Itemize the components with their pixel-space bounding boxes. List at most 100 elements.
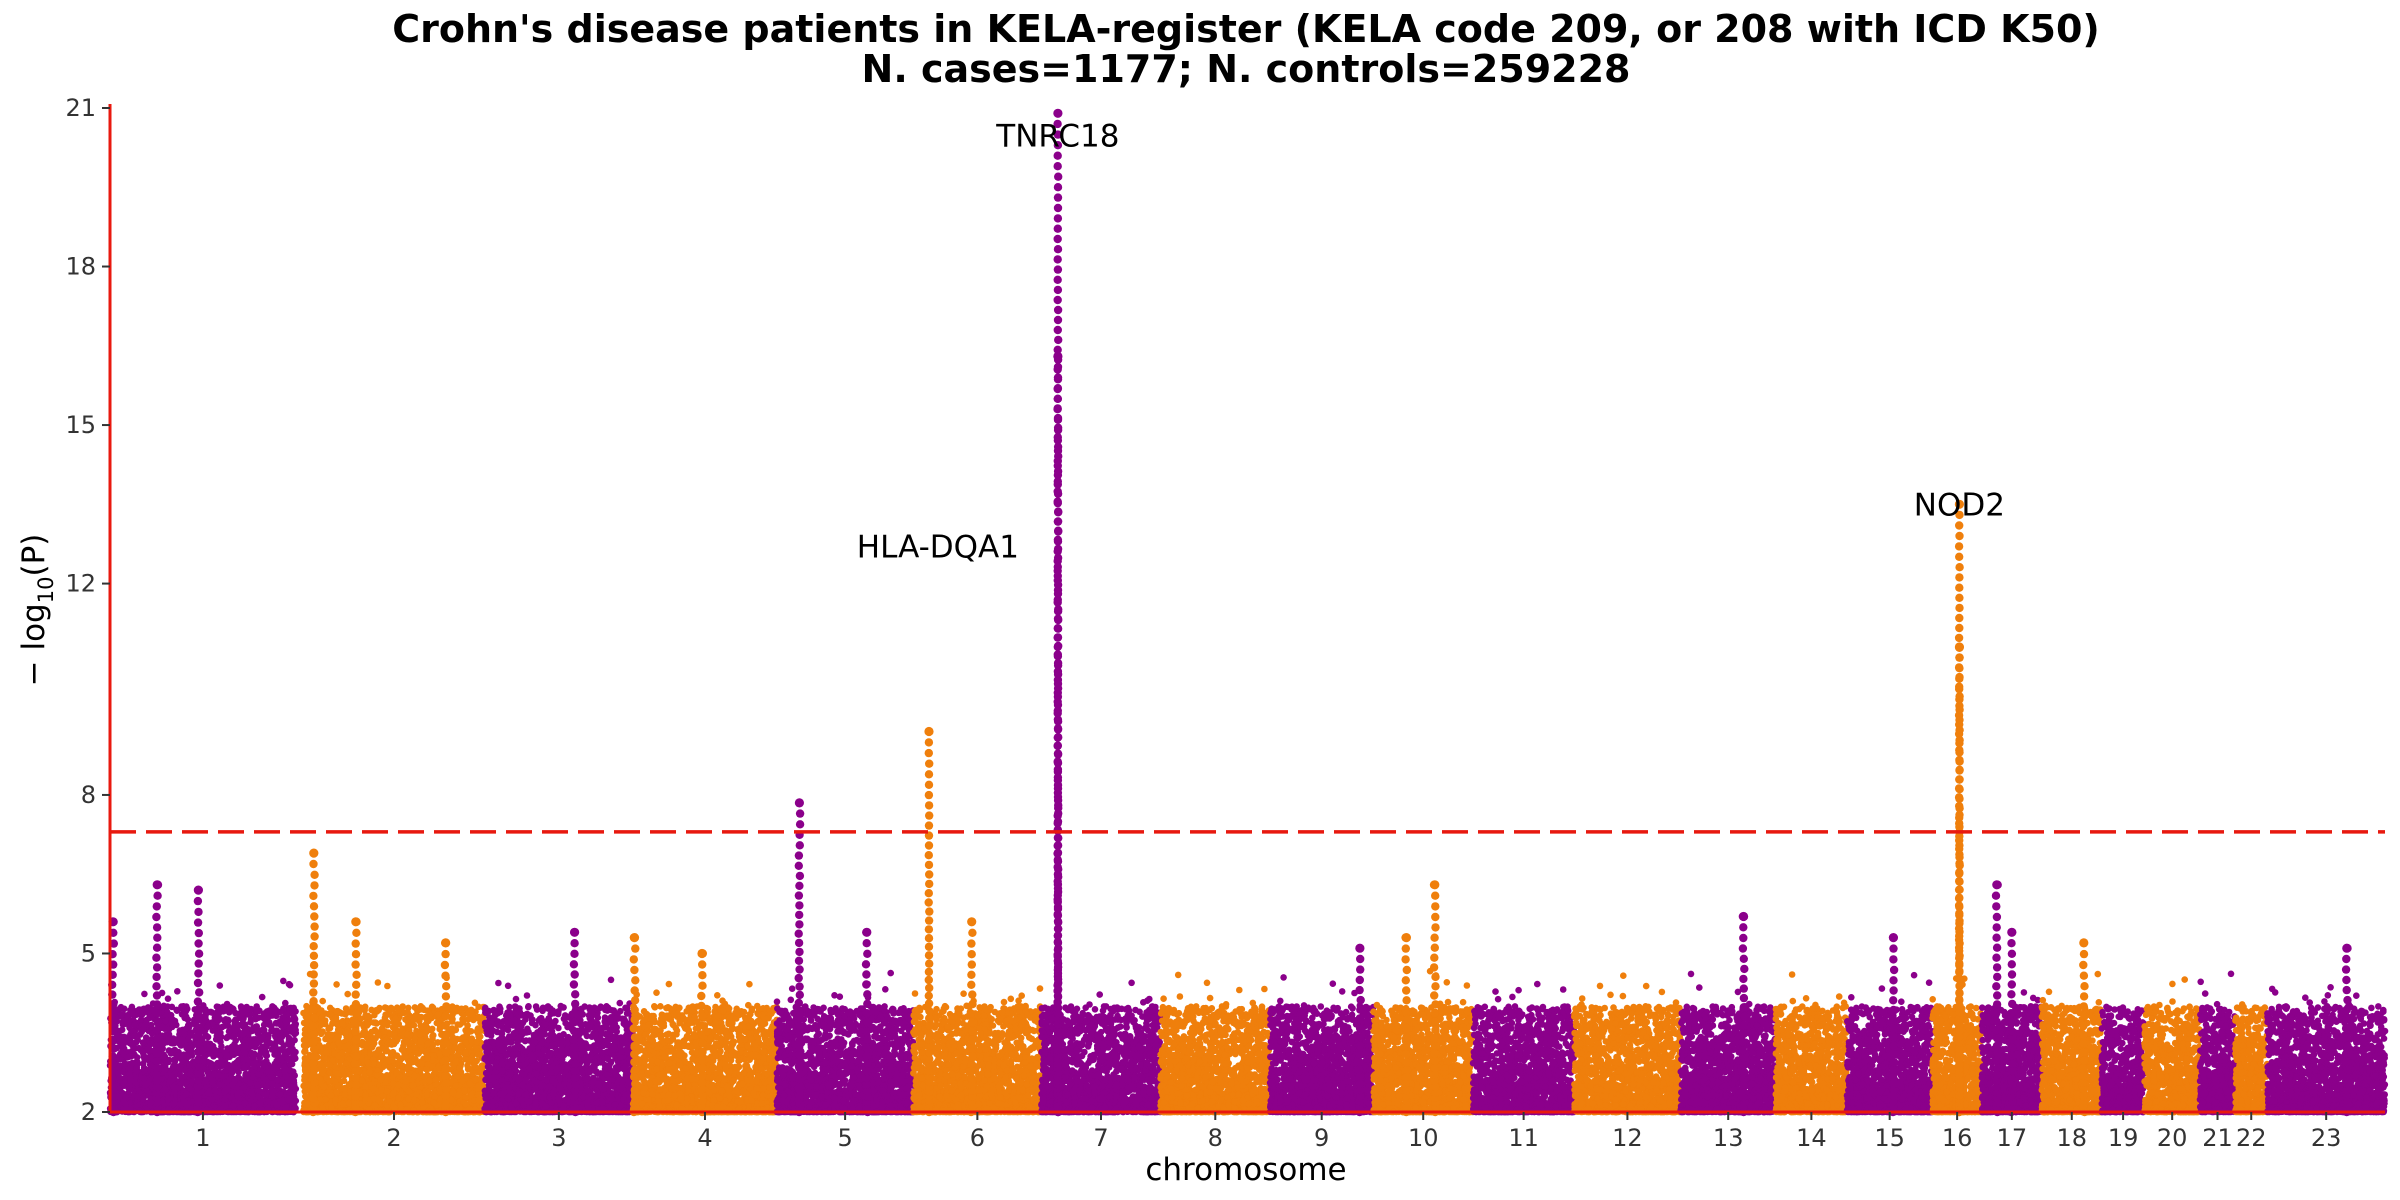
snp-point: [128, 1003, 136, 1011]
snp-point: [374, 979, 382, 986]
snp-point: [269, 1089, 276, 1097]
snp-point: [209, 1042, 217, 1050]
snp-point: [268, 1073, 275, 1081]
snp-point: [121, 1060, 128, 1067]
snp-point: [286, 981, 294, 989]
snp-point: [219, 1073, 227, 1080]
snp-point: [456, 1064, 464, 1072]
snp-point: [170, 1062, 177, 1070]
snp-point: [286, 1024, 294, 1031]
snp-point: [146, 1061, 154, 1068]
snp-point: [239, 1030, 247, 1038]
snp-point: [280, 1005, 287, 1012]
snp-point: [171, 1046, 179, 1054]
snp-point: [152, 963, 162, 972]
snp-point: [265, 1098, 273, 1105]
snp-point: [289, 1005, 297, 1012]
snp-point: [116, 1074, 124, 1082]
snp-point: [260, 1091, 268, 1098]
snp-point: [285, 1089, 293, 1096]
snp-point: [286, 1067, 294, 1074]
snp-point: [194, 949, 204, 958]
snp-point: [405, 1046, 413, 1054]
snp-point: [260, 1059, 268, 1066]
snp-point: [161, 1086, 169, 1094]
snp-point: [152, 982, 161, 991]
snp-point: [152, 943, 162, 952]
peak-chr1: [152, 880, 163, 1117]
snp-point: [250, 1060, 257, 1068]
snp-point: [152, 912, 161, 922]
snp-point: [145, 1045, 152, 1053]
snp-point: [234, 1044, 242, 1052]
snp-point: [260, 1015, 268, 1022]
snp-point: [182, 1013, 190, 1020]
snp-point: [387, 1004, 395, 1012]
snp-point: [241, 1021, 249, 1028]
snp-point: [194, 1015, 204, 1024]
snp-point: [194, 1055, 203, 1064]
snp-point: [255, 1051, 263, 1059]
chart-subtitle: N. cases=1177; N. controls=259228: [862, 47, 1631, 91]
snp-point: [165, 1026, 173, 1033]
snp-point: [233, 1059, 240, 1066]
snp-point: [410, 1022, 418, 1029]
snp-point: [165, 1035, 173, 1043]
snp-point: [415, 1006, 422, 1014]
snp-point: [194, 1047, 203, 1057]
snp-point: [185, 1084, 193, 1092]
snp-point: [285, 1096, 293, 1104]
snp-point: [234, 1091, 241, 1099]
snp-point: [139, 1095, 147, 1103]
snp-point: [274, 1076, 282, 1084]
snp-point: [152, 972, 161, 982]
snp-point: [133, 1054, 141, 1061]
snp-point: [194, 907, 203, 917]
snp-point: [248, 1089, 256, 1097]
snp-point: [201, 1078, 209, 1086]
snp-point: [152, 1025, 162, 1035]
snp-point: [278, 1099, 286, 1106]
snp-point: [241, 1084, 248, 1091]
snp-point: [262, 1050, 270, 1057]
snp-point: [178, 1004, 185, 1012]
snp-point: [211, 1071, 218, 1078]
snp-point: [319, 997, 327, 1005]
snp-point: [194, 1023, 204, 1033]
snp-point: [417, 1022, 425, 1030]
snp-point: [237, 1014, 245, 1022]
snp-point: [164, 1095, 172, 1103]
snp-point: [288, 1076, 295, 1083]
snp-point: [216, 982, 224, 989]
snp-point: [180, 1053, 187, 1060]
snp-point: [127, 1077, 134, 1084]
snp-point: [134, 1060, 141, 1067]
snp-point: [418, 1060, 426, 1067]
snp-point: [118, 1011, 126, 1018]
snp-point: [281, 1063, 288, 1071]
snp-point: [153, 1017, 162, 1026]
snp-point: [120, 1050, 127, 1058]
snp-point: [194, 1062, 204, 1071]
snp-point: [241, 1099, 249, 1107]
snp-point: [253, 1039, 261, 1046]
snp-point: [153, 1033, 162, 1043]
snp-point: [282, 999, 289, 1007]
chart-title: Crohn's disease patients in KELA-registe…: [392, 7, 2100, 51]
snp-point: [290, 1016, 298, 1024]
snp-point: [384, 982, 391, 990]
snp-point: [286, 1048, 294, 1055]
snp-point: [282, 1018, 290, 1026]
snp-point: [233, 1023, 241, 1030]
snp-point: [247, 1015, 255, 1023]
snp-point: [194, 928, 203, 938]
snp-point: [171, 1088, 178, 1095]
snp-point: [168, 1072, 175, 1080]
snp-point: [224, 1016, 232, 1024]
snp-point: [140, 1026, 147, 1033]
snp-point: [120, 1040, 128, 1048]
snp-point: [429, 1032, 436, 1040]
snp-point: [208, 1096, 216, 1103]
snp-point: [153, 1049, 162, 1058]
chromosome-2-points: [300, 848, 488, 1117]
